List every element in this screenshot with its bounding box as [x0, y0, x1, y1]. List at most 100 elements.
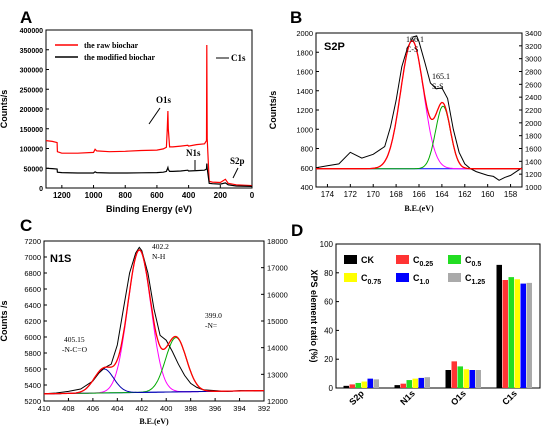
- bar-c1s-c0-25: [502, 280, 508, 388]
- legend-label-subscript: 1.0: [420, 279, 430, 286]
- y-tick-label: 1400: [296, 87, 313, 96]
- annotation-s2p: S2p: [230, 156, 245, 166]
- legend-label-main: C: [361, 273, 368, 283]
- y-tick-label: 250000: [20, 87, 43, 94]
- panel-d-x-axis: S2p N1s O1s C1s: [347, 388, 519, 407]
- right-y-tick-label: 3000: [525, 55, 542, 64]
- right-y-tick-label: 12000: [267, 397, 288, 406]
- panel-c-peak3-label: -N-C=O: [62, 345, 88, 354]
- bar-o1s-c0-75: [463, 369, 469, 388]
- annotation-o1s-pointer: [148, 107, 161, 125]
- x-tick-label: 600: [150, 191, 164, 200]
- x-tick-label: 160: [481, 190, 495, 199]
- x-tick-label: 394: [233, 404, 246, 413]
- y-tick-label: 6200: [24, 317, 41, 326]
- panel-d-letter: D: [291, 221, 303, 240]
- x-tick-label: S2p: [347, 388, 366, 407]
- right-y-tick-label: 1200: [525, 170, 542, 179]
- panel-d-y-axis: 0 20 40 60 80 100: [320, 240, 339, 393]
- right-y-tick-label: 14000: [267, 344, 288, 353]
- panel-c-series: [43, 246, 265, 395]
- legend-swatch: [396, 273, 409, 282]
- x-tick-label: 158: [504, 190, 518, 199]
- bar-o1s-c0-5: [457, 366, 463, 388]
- y-tick-label: 80: [324, 269, 333, 278]
- x-tick-label: 200: [214, 191, 228, 200]
- legend-swatch: [448, 273, 461, 282]
- x-tick-label: 398: [184, 404, 197, 413]
- y-tick-label: 200000: [20, 107, 43, 114]
- bar-s2p-c1-0: [367, 378, 373, 388]
- legend-label-subscript: 0.75: [368, 279, 382, 286]
- y-tick-label: 5400: [24, 381, 41, 390]
- legend-swatch: [344, 255, 357, 264]
- y-tick-label: 5600: [24, 365, 41, 374]
- legend-label: C1.0: [413, 273, 429, 286]
- panel-c-y-label: Counts /s: [0, 300, 9, 341]
- bar-n1s-ck: [394, 385, 400, 388]
- bar-o1s-c1-0: [469, 370, 475, 388]
- legend-label-main: C: [465, 273, 472, 283]
- y-tick-label: 7200: [24, 237, 41, 246]
- x-tick-label: 400: [160, 404, 173, 413]
- y-tick-label: 1800: [296, 48, 313, 57]
- right-y-tick-label: 2400: [525, 93, 542, 102]
- legend-label-main: C: [465, 255, 472, 265]
- y-tick-label: 400000: [20, 28, 43, 35]
- right-y-tick-label: 13000: [267, 370, 288, 379]
- bar-c1s-c0-75: [514, 279, 520, 388]
- panel-d-legend: CK C0.25 C0.5C0.75 C1.0 C1.25: [344, 255, 485, 286]
- x-tick-label: 408: [62, 404, 75, 413]
- component-peak-s-s: [316, 105, 522, 170]
- x-tick-label: 402: [136, 404, 149, 413]
- legend-label-modified: the modified biochar: [84, 53, 156, 62]
- bar-s2p-c0-75: [361, 381, 367, 388]
- x-tick-label: 1200: [53, 191, 71, 200]
- panel-d-plot-frame: [335, 243, 541, 389]
- y-tick-label: 1200: [296, 106, 313, 115]
- panel-b: B 174 172 170 168 166 164 162 160 158 400 600 800 1…: [268, 8, 542, 213]
- panel-b-peak1-value: 166.1: [406, 35, 424, 44]
- y-tick-label: 100000: [20, 147, 43, 154]
- y-tick-label: 350000: [20, 48, 43, 55]
- y-tick-label: 300000: [20, 68, 43, 75]
- panel-c-x-label: B.E.(eV): [139, 417, 169, 426]
- x-tick-label: 174: [321, 190, 335, 199]
- legend-label: C0.5: [465, 255, 481, 268]
- bar-n1s-c1-25: [424, 377, 430, 388]
- y-tick-label: 600: [300, 164, 313, 173]
- annotation-c1s: C1s: [231, 53, 246, 63]
- series-line-raw-biochar: [45, 44, 253, 187]
- right-y-tick-label: 2000: [525, 119, 542, 128]
- y-tick-label: 2000: [296, 29, 313, 38]
- panel-c-peak2-value: 399.0: [205, 311, 222, 320]
- y-tick-label: 0: [39, 186, 43, 193]
- panel-a-y-label: Counts/s: [0, 90, 9, 129]
- legend-label-main: C: [413, 273, 420, 283]
- bar-c1s-c0-5: [508, 277, 514, 388]
- legend-label-raw: the raw biochar: [84, 41, 139, 50]
- y-tick-label: 150000: [20, 127, 43, 134]
- annotation-o1s: O1s: [156, 95, 172, 105]
- bar-n1s-c0-75: [412, 378, 418, 388]
- x-tick-label: 396: [209, 404, 222, 413]
- right-y-tick-label: 3200: [525, 42, 542, 51]
- panel-b-peak1-label: C-S: [406, 45, 418, 54]
- panel-b-letter: B: [290, 8, 302, 27]
- right-y-tick-label: 3400: [525, 29, 542, 38]
- y-tick-label: 1000: [296, 125, 313, 134]
- panel-c-tag: N1S: [50, 253, 71, 265]
- fit-envelope-line: [44, 249, 264, 395]
- panel-c-peak3-value: 405.15: [64, 335, 85, 344]
- panel-b-series: [315, 35, 523, 181]
- panel-c: C 410 408 406 404 402 400 398 396 394 392 5200 540…: [0, 216, 288, 426]
- bar-s2p-c0-25: [349, 384, 355, 388]
- y-tick-label: 800: [300, 145, 313, 154]
- x-tick-label: 162: [458, 190, 472, 199]
- panel-c-left-y-axis: 5200 5400 5600 5800 6000 6200 6400 6600 6800 7000…: [24, 237, 47, 406]
- series-line-modified-biochar: [45, 163, 253, 187]
- legend-swatch: [344, 273, 357, 282]
- right-y-tick-label: 15000: [267, 317, 288, 326]
